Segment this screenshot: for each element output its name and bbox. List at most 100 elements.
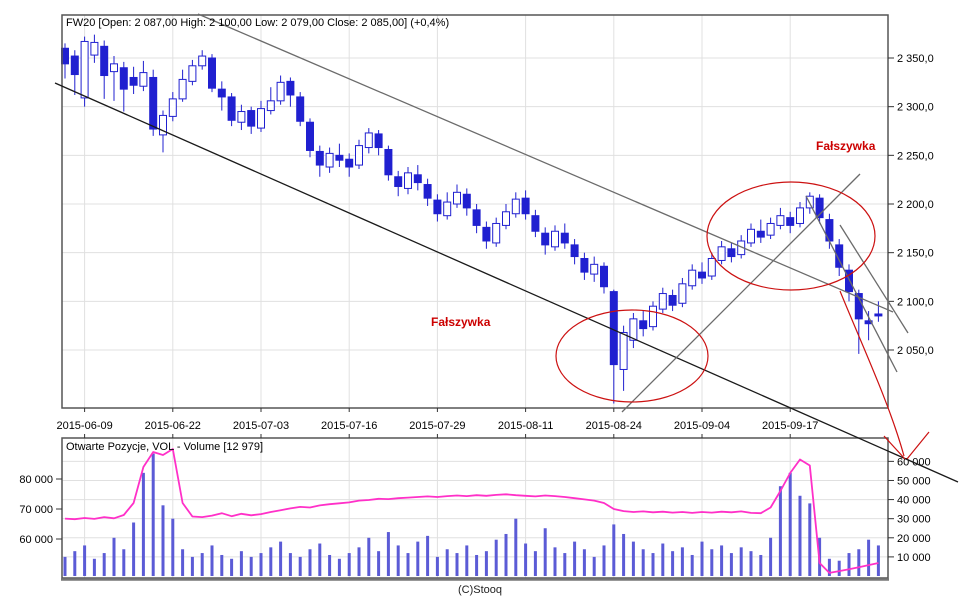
candle-body — [776, 215, 785, 226]
volume-bar — [230, 558, 234, 576]
volume-bar — [132, 522, 136, 576]
candle-body — [698, 271, 706, 279]
volume-bar — [386, 532, 390, 576]
volume-bar — [328, 554, 332, 576]
open-interest-line — [64, 448, 879, 574]
steep-breakdown-line-2 — [839, 224, 909, 334]
candle-body — [70, 55, 79, 76]
candle-body — [413, 174, 422, 184]
volume-bar — [92, 558, 96, 576]
candle-body — [296, 96, 305, 122]
candle-body — [786, 217, 795, 226]
volume-bar — [641, 549, 645, 576]
volume-bar — [484, 551, 488, 576]
date-axis-label: 2015-08-24 — [586, 420, 642, 432]
upper-channel-line — [197, 13, 894, 313]
open-interest-axis-label: 60 000 — [19, 534, 53, 546]
volume-bar — [377, 551, 381, 576]
date-axis-label: 2015-09-04 — [674, 420, 730, 432]
price-axis-label: 2 300,0 — [897, 102, 934, 114]
volume-bar — [63, 556, 67, 576]
price-axis-label: 2 250,0 — [897, 150, 934, 162]
volume-bar — [269, 547, 273, 576]
candle-body — [159, 114, 167, 136]
candle-body — [658, 293, 667, 310]
volume-bar — [798, 495, 802, 576]
ascending-support-line — [621, 173, 861, 413]
candle-body — [237, 111, 246, 123]
candle-body — [198, 55, 207, 67]
candle-body — [443, 201, 452, 217]
volume-bar — [661, 543, 665, 576]
candle-body — [688, 269, 697, 287]
candle-body — [227, 96, 236, 121]
volume-bar — [112, 537, 116, 576]
candle-body — [551, 230, 559, 248]
candle-body — [747, 228, 755, 244]
fake-breakout-ellipse — [706, 181, 876, 291]
volume-bar — [582, 549, 586, 576]
volume-bar — [729, 553, 733, 576]
volume-panel-border — [61, 437, 889, 579]
candle-body — [364, 132, 373, 149]
candle-body — [168, 98, 177, 117]
volume-bar — [337, 558, 341, 576]
volume-bar — [533, 551, 537, 576]
volume-bar — [288, 553, 292, 576]
volume-bar — [259, 553, 263, 576]
candle-body — [796, 207, 804, 224]
candle-body — [590, 263, 599, 275]
candle-body — [511, 198, 520, 215]
candle-body — [707, 258, 716, 277]
open-interest-axis-label: 80 000 — [19, 474, 53, 486]
candle-body — [90, 41, 99, 56]
volume-bar — [651, 553, 655, 576]
price-axis-label: 2 350,0 — [897, 53, 934, 65]
date-axis-label: 2015-06-22 — [145, 420, 201, 432]
volume-bar — [298, 556, 302, 576]
candle-body — [835, 244, 844, 268]
volume-bar — [602, 545, 606, 576]
volume-bar — [514, 518, 518, 576]
candle-body — [492, 222, 501, 244]
volume-bar — [210, 545, 214, 576]
volume-bar — [631, 541, 635, 576]
down-arrow-head — [883, 435, 906, 460]
candle-body — [335, 154, 344, 161]
volume-bar — [347, 553, 351, 576]
volume-bar — [739, 547, 743, 576]
volume-bar — [788, 472, 792, 576]
candle-body — [453, 191, 461, 205]
volume-bar — [680, 547, 684, 576]
candle-body — [423, 184, 432, 199]
candle-body — [482, 226, 491, 242]
volume-axis-label: 40 000 — [897, 495, 931, 507]
candle-body — [110, 63, 118, 73]
candle-body — [257, 108, 265, 129]
volume-bar — [308, 549, 312, 576]
volume-bar — [690, 554, 694, 576]
volume-bar — [827, 558, 831, 576]
volume-bar — [367, 537, 371, 576]
volume-bar — [141, 472, 145, 576]
candle-body — [355, 145, 363, 166]
candle-body — [208, 57, 216, 89]
down-arrow-line — [839, 290, 905, 457]
volume-bar — [416, 541, 420, 576]
fake-breakout-ellipse — [555, 309, 709, 403]
volume-bar — [857, 549, 861, 576]
volume-bar — [475, 554, 479, 576]
candle-body — [247, 110, 256, 127]
volume-bar — [769, 537, 773, 576]
candle-body — [531, 215, 540, 232]
candle-body — [188, 65, 197, 82]
candle-body — [874, 313, 883, 317]
volume-bar — [455, 553, 459, 576]
volume-bar — [867, 539, 871, 576]
volume-bar — [426, 535, 430, 576]
candle-body — [462, 193, 471, 209]
volume-bar — [612, 524, 616, 576]
candle-body — [580, 258, 589, 273]
date-axis-label: 2015-07-03 — [233, 420, 289, 432]
candle-body — [129, 76, 138, 86]
